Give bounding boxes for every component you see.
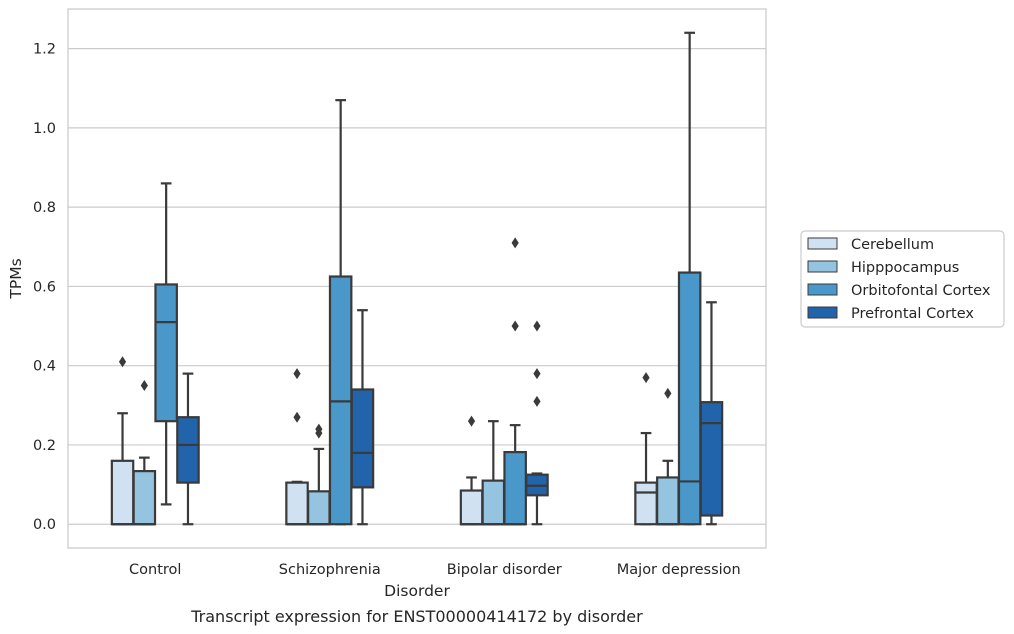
x-tick-labels: Control Schizophrenia Bipolar disorder Majo… xyxy=(129,562,741,578)
legend-label: Orbitofontal Cortex xyxy=(851,283,991,299)
legend-swatch xyxy=(807,260,838,273)
box xyxy=(307,490,331,526)
x-tick-label: Control xyxy=(129,562,181,578)
box xyxy=(350,388,375,489)
box-group xyxy=(285,368,309,526)
y-tick-label: 0.2 xyxy=(33,438,56,454)
figure-caption: Transcript expression for ENST0000041417… xyxy=(190,607,643,626)
box xyxy=(285,481,309,526)
box-group xyxy=(481,420,506,526)
legend-item[interactable]: Orbitofontal Cortex xyxy=(807,283,991,299)
legend-label: Prefrontal Cortex xyxy=(851,306,974,322)
outlier-point xyxy=(511,320,519,332)
box xyxy=(656,476,680,526)
box-group xyxy=(307,423,331,526)
x-axis-label: Disorder xyxy=(384,582,450,600)
y-tick-label: 0.8 xyxy=(33,200,56,216)
y-tick-label: 1.2 xyxy=(33,42,56,58)
legend[interactable]: Cerebellum Hipppocampus Orbitofontal Corte… xyxy=(800,230,1005,328)
box-group xyxy=(525,320,549,526)
legend-swatch xyxy=(807,237,838,250)
outlier-point xyxy=(467,415,476,427)
outlier-point xyxy=(642,372,650,384)
box xyxy=(110,459,135,526)
box-group xyxy=(677,31,702,526)
box-group xyxy=(459,415,484,526)
y-tick-label: 0.6 xyxy=(33,279,56,295)
outlier-point xyxy=(533,395,541,407)
legend-item[interactable]: Prefrontal Cortex xyxy=(807,306,974,322)
y-tick-label: 0.0 xyxy=(33,517,56,533)
legend-item[interactable]: Hipppocampus xyxy=(807,260,959,276)
outlier-point xyxy=(293,411,301,423)
box xyxy=(634,481,658,526)
outlier-point xyxy=(118,356,127,368)
x-tick-label: Schizophrenia xyxy=(279,562,381,578)
x-tick-label: Major depression xyxy=(617,562,741,578)
box xyxy=(154,283,178,423)
y-tick-label: 0.4 xyxy=(33,359,56,375)
y-tick-labels: 0.0 0.2 0.4 0.6 0.8 1.0 1.2 xyxy=(33,42,56,534)
box xyxy=(699,401,724,517)
outlier-point xyxy=(293,368,301,380)
box-group xyxy=(110,356,135,526)
box-group xyxy=(350,309,375,526)
box-group xyxy=(503,237,527,526)
box xyxy=(459,489,484,526)
box-group xyxy=(176,372,200,526)
box-group xyxy=(328,99,353,526)
box-group xyxy=(656,387,680,526)
legend-label: Hipppocampus xyxy=(851,260,959,276)
box-group xyxy=(132,380,157,526)
plot-frame xyxy=(67,8,767,549)
box-group xyxy=(154,182,178,506)
legend-swatch xyxy=(807,306,838,319)
box xyxy=(481,479,506,526)
boxes-layer xyxy=(110,31,724,526)
box xyxy=(176,416,200,484)
legend-frame xyxy=(800,230,1005,328)
outlier-point xyxy=(533,368,541,380)
box xyxy=(503,450,527,526)
x-tick-label: Bipolar disorder xyxy=(447,562,562,578)
box-group xyxy=(699,301,724,526)
y-axis-label: TPMs xyxy=(7,258,25,299)
outlier-point xyxy=(511,237,519,249)
outlier-point xyxy=(533,320,541,332)
outlier-point xyxy=(140,380,148,392)
legend-label: Cerebellum xyxy=(851,237,934,253)
box-group xyxy=(634,372,658,526)
box xyxy=(677,271,702,526)
legend-item[interactable]: Cerebellum xyxy=(807,237,934,253)
box xyxy=(132,470,157,526)
outlier-point xyxy=(664,387,672,399)
legend-swatch xyxy=(807,283,838,296)
outlier-point xyxy=(315,427,323,439)
y-tick-label: 1.0 xyxy=(33,121,56,137)
